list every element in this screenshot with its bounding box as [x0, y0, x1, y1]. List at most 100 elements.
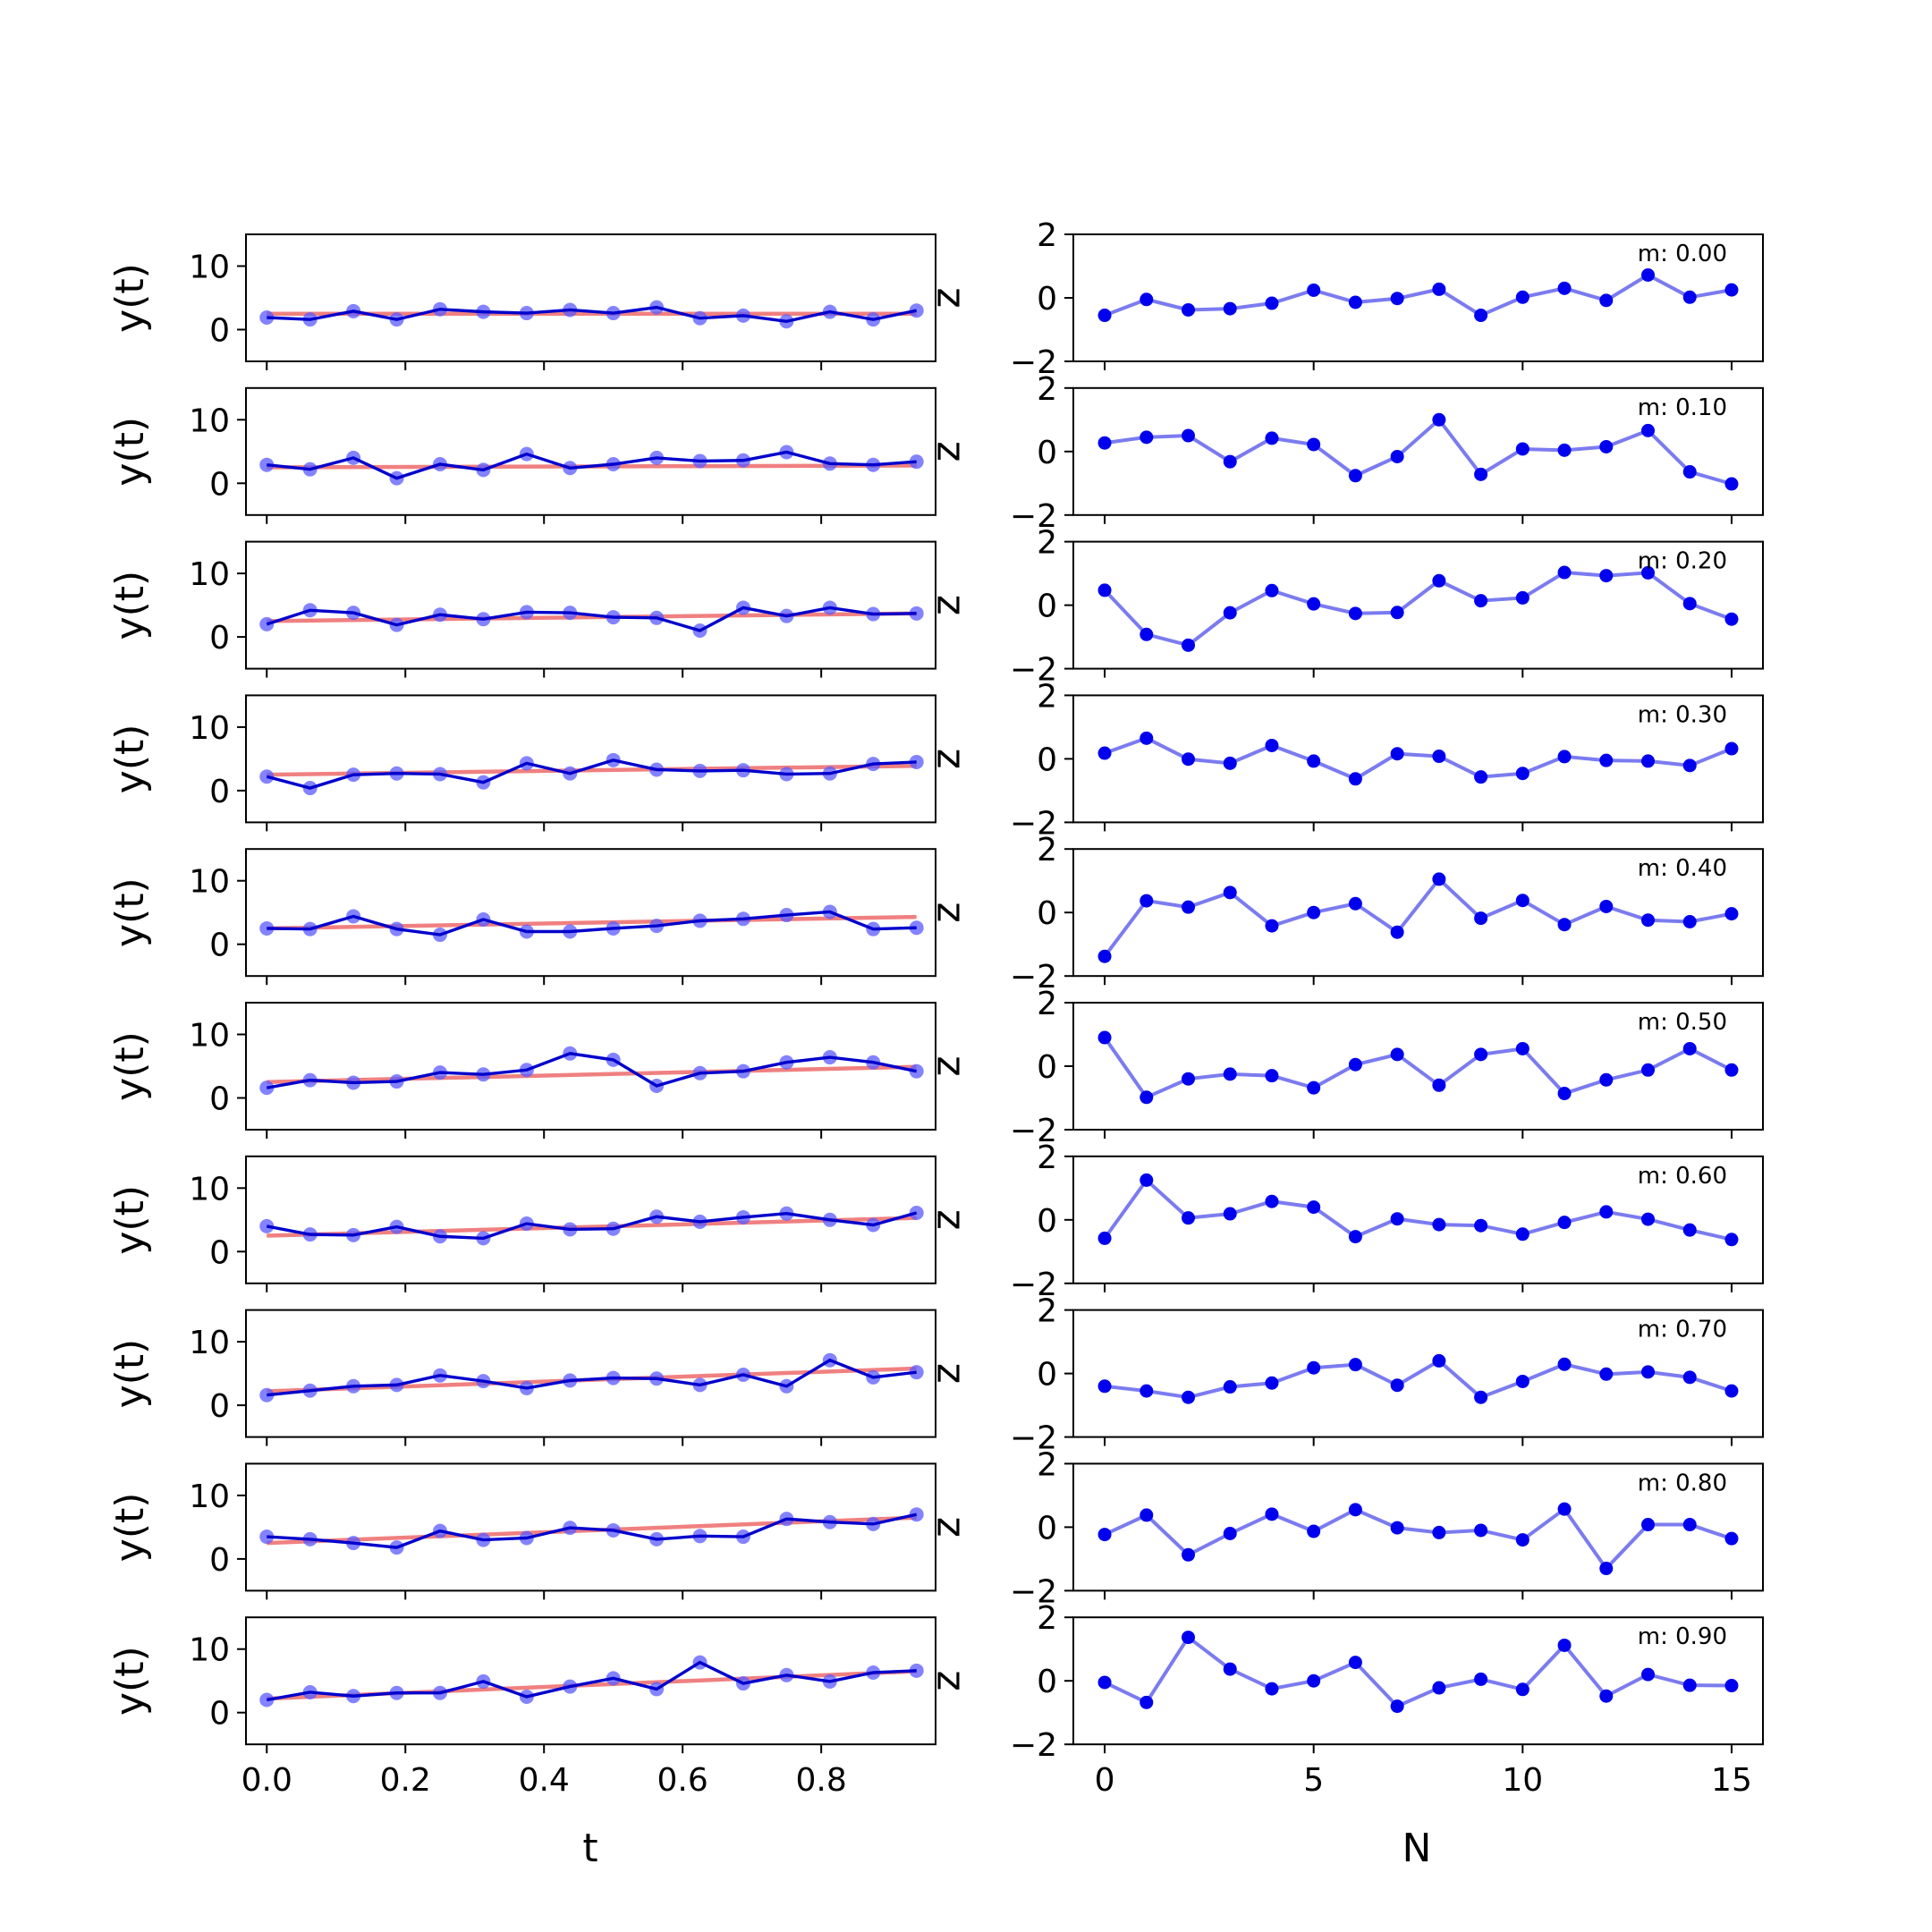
- residual-point: [1307, 1360, 1321, 1375]
- residual-point: [1265, 296, 1279, 310]
- right-ylabel: z: [924, 1209, 970, 1230]
- residual-line: [1104, 1506, 1733, 1572]
- residual-point: [1265, 1069, 1279, 1083]
- data-point: [259, 1080, 275, 1096]
- residual-line: [1104, 1634, 1732, 1708]
- y-tick-label: 0: [1037, 1510, 1057, 1546]
- residual-point: [1474, 467, 1488, 481]
- residual-point: [1265, 919, 1279, 933]
- residual-point: [1182, 638, 1195, 652]
- residual-point: [1515, 894, 1530, 908]
- left-ylabel: y(t): [107, 1646, 153, 1716]
- residual-point: [1348, 1656, 1362, 1670]
- residual-point: [1641, 565, 1655, 580]
- residual-point: [1474, 1047, 1488, 1062]
- x-tick-label: 0.4: [519, 1762, 570, 1799]
- residual-point: [1390, 292, 1404, 306]
- y-tick-label: 0: [209, 1696, 230, 1733]
- residual-point: [1182, 1211, 1195, 1225]
- left-ylabel: y(t): [107, 724, 153, 794]
- residual-panel-9: −2 0 2 0 5 10 15 z m: 0.90: [924, 1600, 1764, 1799]
- residual-point: [1265, 738, 1279, 752]
- residual-point: [1557, 281, 1572, 295]
- left-ylabel: y(t): [107, 877, 153, 947]
- residual-point: [1307, 597, 1321, 611]
- residual-point: [1515, 1041, 1530, 1055]
- residual-point: [1097, 1379, 1112, 1394]
- residual-point: [1223, 1380, 1237, 1394]
- residual-panel-5: −2 0 2 z m: 0.50: [924, 986, 1764, 1149]
- residual-point: [1097, 949, 1112, 963]
- y-tick-label: 0: [209, 1542, 230, 1579]
- residual-point: [1724, 612, 1739, 626]
- data-point: [259, 616, 275, 631]
- residual-point: [1557, 443, 1572, 457]
- y-tick-label: 0: [209, 466, 230, 503]
- residual-point: [1724, 477, 1739, 491]
- y-tick-label: 10: [189, 1632, 230, 1669]
- residual-point: [1223, 886, 1237, 900]
- axes-frame: [245, 1155, 936, 1284]
- x-tick-label: 0.0: [242, 1762, 292, 1799]
- residual-point: [1474, 770, 1488, 784]
- data-line: [267, 450, 917, 480]
- residual-panel-6: −2 0 2 z m: 0.60: [924, 1140, 1764, 1303]
- x-tick-label: 10: [1502, 1762, 1543, 1799]
- residual-point: [1724, 283, 1739, 297]
- residual-panel-2: −2 0 2 z m: 0.20: [924, 525, 1764, 689]
- residual-point: [1223, 1067, 1237, 1081]
- residual-point: [1390, 1212, 1404, 1226]
- data-line: [266, 1211, 918, 1241]
- y-tick-label: 10: [189, 864, 230, 901]
- data-point: [909, 454, 924, 470]
- residual-point: [1474, 1218, 1488, 1233]
- residual-line: [1104, 736, 1733, 782]
- y-tick-label: 0: [1037, 741, 1057, 778]
- residual-point: [1474, 309, 1488, 323]
- left-xlabel: t: [582, 1826, 597, 1871]
- data-point: [909, 1507, 924, 1522]
- residual-point: [1432, 1525, 1446, 1539]
- y-tick-label: −2: [1010, 344, 1057, 381]
- residual-point: [1724, 1063, 1739, 1077]
- y-tick-label: 0: [209, 774, 230, 810]
- residual-point: [1390, 449, 1404, 463]
- x-tick-label: 5: [1303, 1762, 1324, 1799]
- y-tick-label: 0: [209, 1388, 230, 1425]
- residual-point: [1265, 431, 1279, 445]
- axes-frame: [245, 1309, 936, 1438]
- residual-line: [1103, 876, 1733, 958]
- residual-point: [1599, 1367, 1614, 1381]
- axes-frame: [245, 848, 936, 978]
- residual-point: [1724, 1384, 1739, 1398]
- y-tick-label: 2: [1037, 525, 1057, 562]
- residual-point: [1182, 1547, 1195, 1562]
- residual-point: [1348, 606, 1362, 621]
- data-fit-panel-4: 0 10 y(t): [107, 848, 936, 986]
- m-annotation: m: 0.10: [1638, 394, 1727, 421]
- data-point: [259, 1692, 275, 1707]
- y-tick-label: 10: [189, 250, 230, 286]
- m-annotation: m: 0.00: [1638, 241, 1727, 267]
- residual-point: [1432, 1681, 1446, 1695]
- residual-point: [1223, 756, 1237, 770]
- y-tick-label: 10: [189, 1325, 230, 1361]
- residual-point: [1097, 746, 1112, 760]
- fit-line: [267, 914, 917, 931]
- data-fit-panel-1: 0 10 y(t): [107, 386, 936, 524]
- residual-point: [1557, 750, 1572, 764]
- residual-point: [1557, 1638, 1572, 1652]
- residual-point: [1182, 900, 1195, 914]
- residual-point: [1307, 1524, 1321, 1538]
- data-line: [266, 606, 917, 632]
- right-ylabel: z: [924, 1363, 970, 1384]
- residual-point: [1515, 590, 1530, 605]
- residual-point: [1599, 1689, 1614, 1703]
- residual-point: [1223, 1527, 1237, 1540]
- residual-point: [1432, 282, 1446, 296]
- y-tick-label: 2: [1037, 1446, 1057, 1483]
- residual-point: [1515, 1374, 1530, 1388]
- residual-point: [1432, 872, 1446, 886]
- residual-point: [1307, 437, 1321, 452]
